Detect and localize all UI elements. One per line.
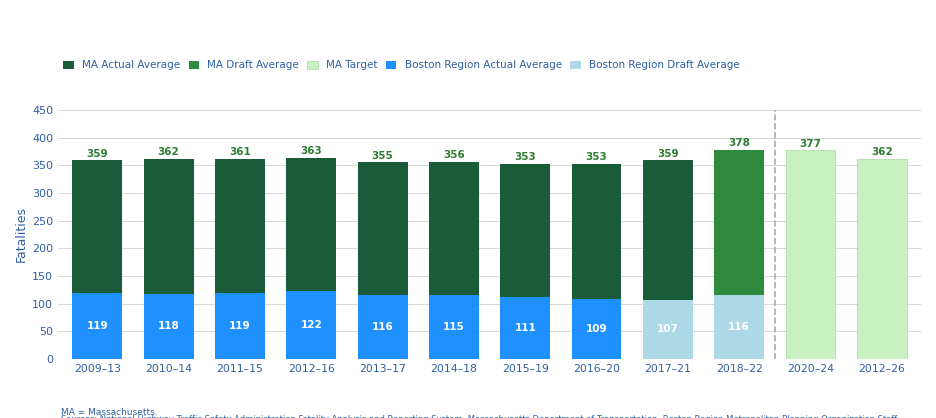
- Text: 116: 116: [372, 322, 393, 332]
- Bar: [714, 295, 764, 359]
- Bar: [429, 295, 479, 359]
- Text: 359: 359: [657, 148, 679, 158]
- Legend: MA Actual Average, MA Draft Average, MA Target, Boston Region Actual Average, Bo: MA Actual Average, MA Draft Average, MA …: [64, 60, 739, 70]
- Text: 359: 359: [86, 148, 109, 158]
- Bar: [215, 293, 265, 359]
- Bar: [72, 160, 123, 359]
- Bar: [714, 150, 764, 359]
- Bar: [429, 162, 479, 359]
- Bar: [785, 150, 836, 359]
- Bar: [72, 293, 123, 359]
- Text: 377: 377: [799, 139, 822, 148]
- Bar: [144, 293, 194, 359]
- Bar: [643, 300, 693, 359]
- Text: 109: 109: [586, 324, 607, 334]
- Text: 119: 119: [86, 321, 109, 331]
- Text: 353: 353: [586, 152, 607, 162]
- Text: 363: 363: [300, 146, 322, 156]
- Bar: [215, 159, 265, 359]
- Text: 118: 118: [158, 321, 180, 331]
- Text: 115: 115: [443, 322, 465, 332]
- Text: 362: 362: [870, 147, 893, 157]
- Bar: [500, 163, 550, 359]
- Y-axis label: Fatalities: Fatalities: [15, 206, 28, 263]
- Text: 356: 356: [443, 150, 465, 160]
- Text: MA = Massachusetts.: MA = Massachusetts.: [61, 408, 157, 417]
- Bar: [500, 298, 550, 359]
- Text: 122: 122: [300, 320, 322, 330]
- Text: 355: 355: [372, 151, 393, 161]
- Bar: [144, 158, 194, 359]
- Bar: [286, 158, 336, 359]
- Text: 116: 116: [728, 322, 750, 332]
- Text: 111: 111: [515, 323, 536, 333]
- Text: 107: 107: [657, 324, 679, 334]
- Text: 362: 362: [158, 147, 180, 157]
- Text: 119: 119: [229, 321, 251, 331]
- Text: Sources: National Highway Traffic Safety Administration Fatality Analysis and Re: Sources: National Highway Traffic Safety…: [61, 415, 899, 418]
- Bar: [572, 298, 622, 359]
- Text: 378: 378: [728, 138, 750, 148]
- Bar: [358, 295, 407, 359]
- Text: 353: 353: [515, 152, 536, 162]
- Bar: [358, 163, 407, 359]
- Bar: [572, 163, 622, 359]
- Text: 361: 361: [229, 148, 251, 158]
- Bar: [643, 160, 693, 359]
- Bar: [286, 291, 336, 359]
- Bar: [856, 158, 907, 359]
